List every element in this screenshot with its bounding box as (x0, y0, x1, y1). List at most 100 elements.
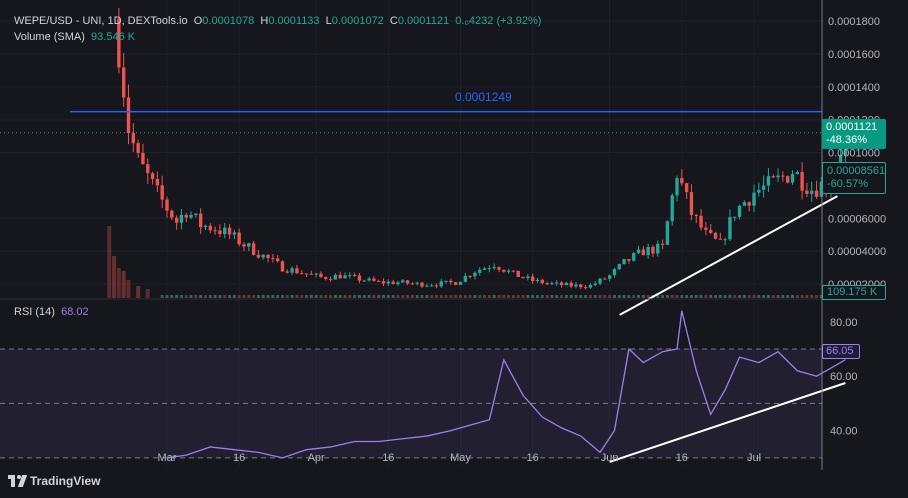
price-tick-label: 0.00004000 (828, 246, 886, 258)
volume-bar (574, 295, 578, 298)
candle-body (617, 264, 621, 270)
volume-bar (333, 295, 337, 298)
candle-body (203, 225, 208, 228)
volume-bar (309, 295, 313, 298)
rsi-trendline (609, 382, 846, 463)
close-label: C (389, 15, 398, 27)
time-tick-label: May (450, 452, 471, 464)
candle-body (574, 284, 578, 287)
candle-body (694, 214, 698, 216)
candle-body (689, 192, 694, 215)
candle-body (583, 287, 588, 289)
candle-body (709, 229, 713, 233)
candle-body (463, 275, 467, 282)
volume-bar (391, 295, 395, 298)
volume-bar (305, 295, 309, 298)
low-label: L (325, 15, 332, 27)
ma-price-value: 0.00008561 (827, 165, 886, 177)
volume-bar (555, 295, 559, 298)
volume-bar (473, 295, 477, 298)
main-pane-grid (0, 0, 822, 466)
volume-bar (280, 295, 284, 298)
candle-body (454, 282, 458, 285)
rsi-legend: RSI (14) 68.02 (14, 306, 89, 318)
volume-bar (738, 295, 742, 298)
candle-body (184, 214, 188, 218)
volume-bar (502, 295, 506, 298)
candle-body (675, 178, 679, 196)
candle-body (122, 67, 126, 98)
candle-body (680, 178, 684, 184)
volume-bar (420, 295, 424, 298)
volume-bar (815, 295, 819, 298)
volume-bar (459, 295, 462, 298)
candle-body (420, 282, 424, 287)
candle-body (381, 281, 386, 284)
candle-body (372, 278, 376, 281)
candle-body (126, 97, 131, 134)
candle-body (516, 270, 520, 278)
candle-body (718, 238, 723, 240)
volume-bar (766, 295, 770, 298)
volume-bar (179, 295, 183, 298)
volume-bar (689, 295, 693, 298)
volume-bar (324, 295, 328, 298)
candle-body (761, 185, 766, 190)
volume-bar (752, 295, 756, 298)
candle-body (478, 269, 482, 273)
candle-body (526, 276, 530, 279)
close-value: 0.0001121 (397, 15, 450, 27)
candle-body (396, 282, 400, 285)
candle-body (670, 195, 674, 222)
candle-body (521, 277, 525, 279)
candle-body (410, 283, 415, 285)
candle-body (733, 216, 737, 218)
candle-body (242, 244, 246, 247)
volume-bar (637, 295, 641, 298)
tradingview-logo[interactable]: TradingView (8, 474, 100, 488)
volume-bar (507, 295, 511, 298)
candle-body (737, 205, 742, 217)
volume-bar (285, 295, 289, 298)
volume-bar (107, 226, 112, 298)
volume-bar (160, 295, 164, 298)
candle-body (194, 213, 198, 215)
high-value: 0.0001133 (268, 15, 320, 27)
volume-bar (810, 295, 814, 298)
candle-body (343, 275, 347, 279)
candle-body (146, 164, 150, 174)
candle-body (333, 274, 338, 280)
candle-body (487, 268, 492, 270)
rsi-tick-label: 40.00 (830, 426, 858, 438)
volume-bar (343, 295, 347, 298)
price-tick-label: 0.0001800 (828, 16, 880, 28)
ohlc-legend: WEPE/USD - UNI, 1D, DEXTools.io O0.00010… (14, 15, 541, 27)
candle-body (319, 273, 323, 278)
price-tick-label: 0.0001400 (828, 82, 880, 94)
candle-body (218, 230, 222, 235)
volume-bar (516, 295, 520, 298)
open-value: 0.0001078 (202, 15, 255, 27)
candle-body (309, 273, 314, 275)
candle-body (357, 275, 362, 281)
rsi-band-fill (0, 348, 822, 458)
volume-bar (367, 295, 371, 298)
candle-body (632, 253, 636, 261)
volume-bar (194, 295, 198, 298)
candle-body (179, 214, 184, 223)
rsi-tick-label: 80.00 (830, 317, 858, 329)
candle-body (699, 215, 703, 228)
candle-body (810, 190, 814, 194)
volume-bar (531, 295, 535, 298)
candle-body (285, 271, 289, 273)
volume-bar (680, 295, 684, 298)
volume-bar (757, 295, 761, 298)
volume-bars (107, 226, 847, 298)
time-tick-label: Apr (308, 452, 325, 464)
volume-bar (208, 295, 212, 298)
price-tick-label: 0.0001600 (828, 49, 880, 61)
candle-body (290, 268, 294, 273)
volume-bar (728, 295, 732, 298)
candle-body (660, 243, 665, 245)
volume-bar (256, 295, 260, 298)
